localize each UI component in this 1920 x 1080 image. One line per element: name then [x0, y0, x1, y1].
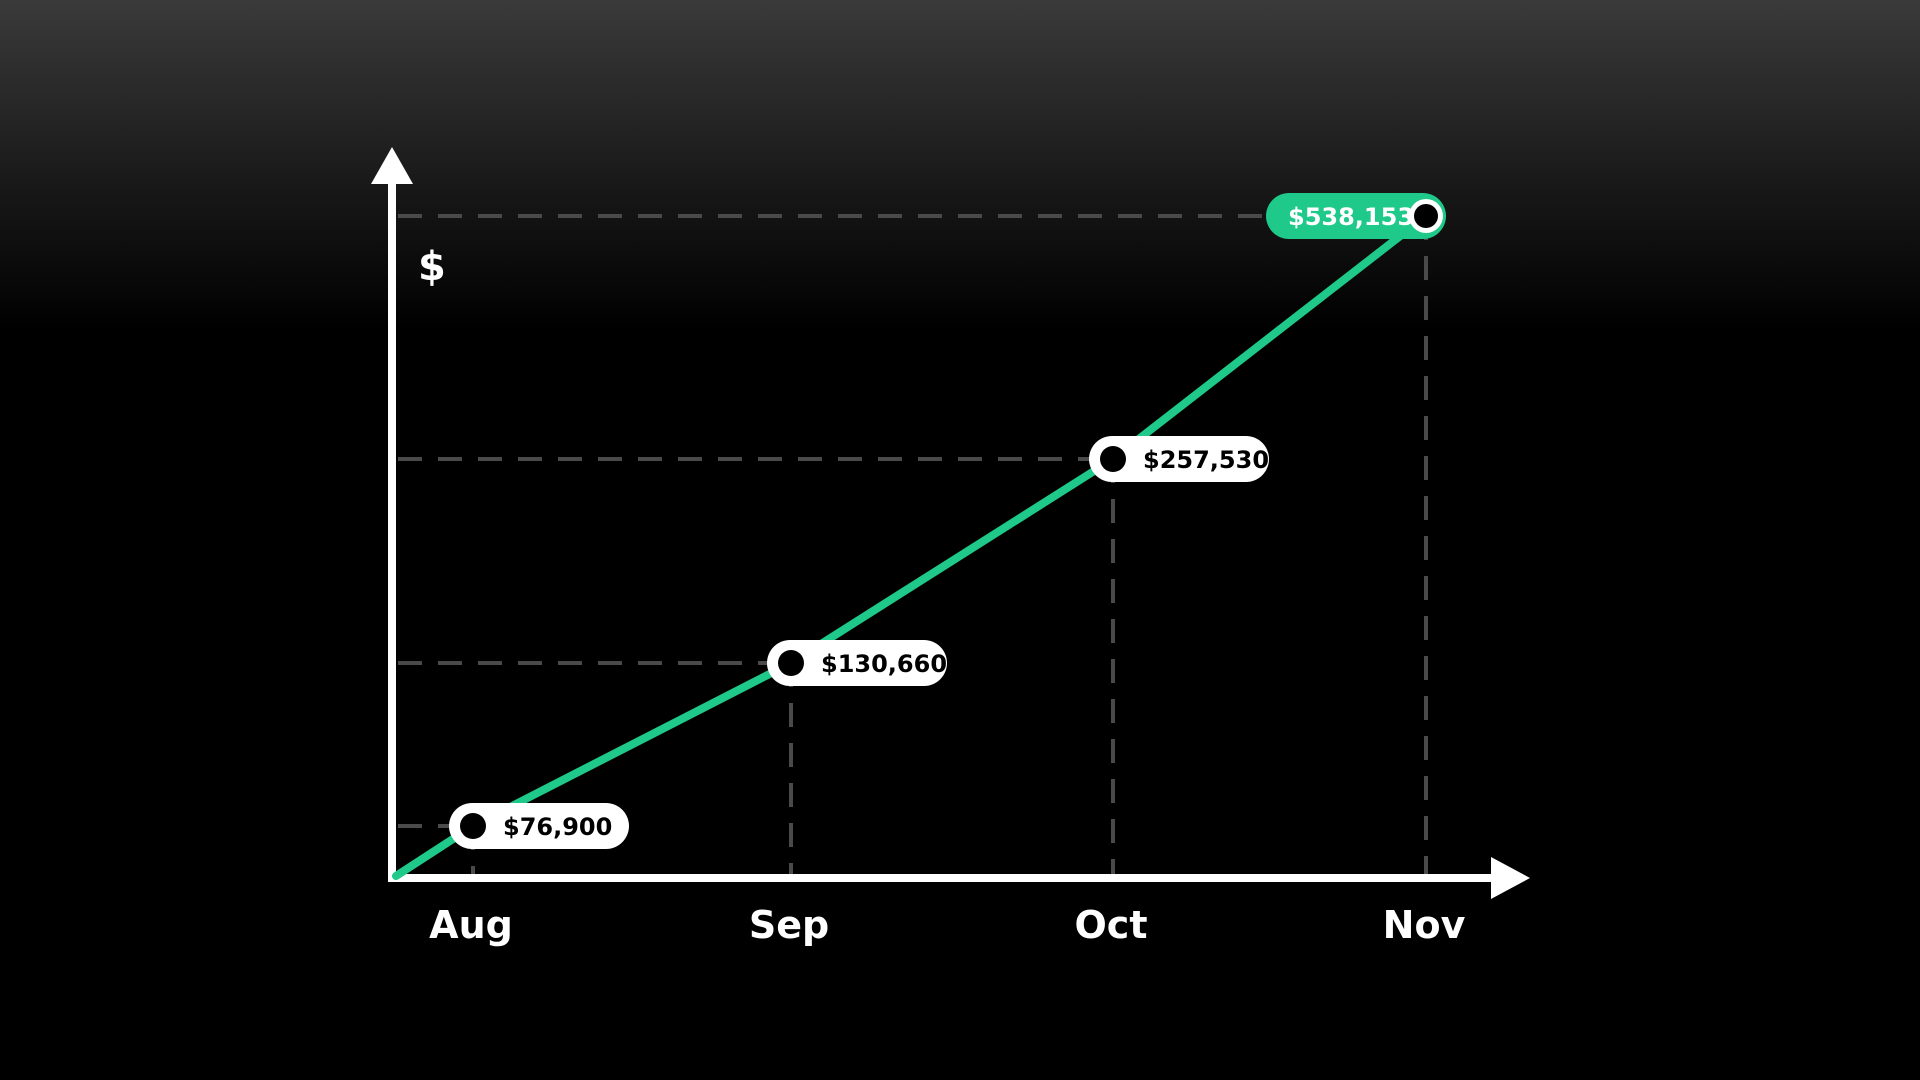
data-point-marker — [1100, 446, 1126, 472]
data-label-text: $76,900 — [503, 813, 612, 841]
x-axis-arrow — [1491, 857, 1530, 899]
data-label-aug: $76,900 — [449, 803, 629, 849]
data-label-text: $538,153 — [1288, 203, 1414, 231]
x-tick-labels: Aug Sep Oct Nov — [429, 903, 1465, 947]
series-line — [392, 212, 1430, 880]
data-label-text: $130,660 — [821, 650, 947, 678]
data-point-marker — [1414, 204, 1438, 228]
data-label-pill — [1266, 193, 1446, 239]
data-label-text: $257,530 — [1143, 446, 1269, 474]
data-label-pill — [767, 640, 947, 686]
data-labels: $76,900 $130,660 $257,530 $538,153 — [449, 193, 1446, 849]
x-tick-label-nov: Nov — [1383, 903, 1466, 947]
data-point-marker — [778, 650, 804, 676]
x-tick-label-oct: Oct — [1075, 903, 1148, 947]
series-line-group — [392, 212, 1430, 880]
data-label-pill — [449, 803, 629, 849]
data-point-marker — [460, 813, 486, 839]
y-axis-arrow — [371, 147, 413, 184]
data-label-nov: $538,153 — [1266, 193, 1446, 239]
x-tick-label-sep: Sep — [749, 903, 829, 947]
data-label-oct: $257,530 — [1089, 436, 1269, 482]
axes: $ — [371, 147, 1530, 899]
x-tick-label-aug: Aug — [429, 903, 513, 947]
data-label-pill — [1089, 436, 1269, 482]
guide-lines — [398, 214, 1428, 876]
data-label-sep: $130,660 — [767, 640, 947, 686]
y-axis-unit-label: $ — [418, 244, 446, 290]
